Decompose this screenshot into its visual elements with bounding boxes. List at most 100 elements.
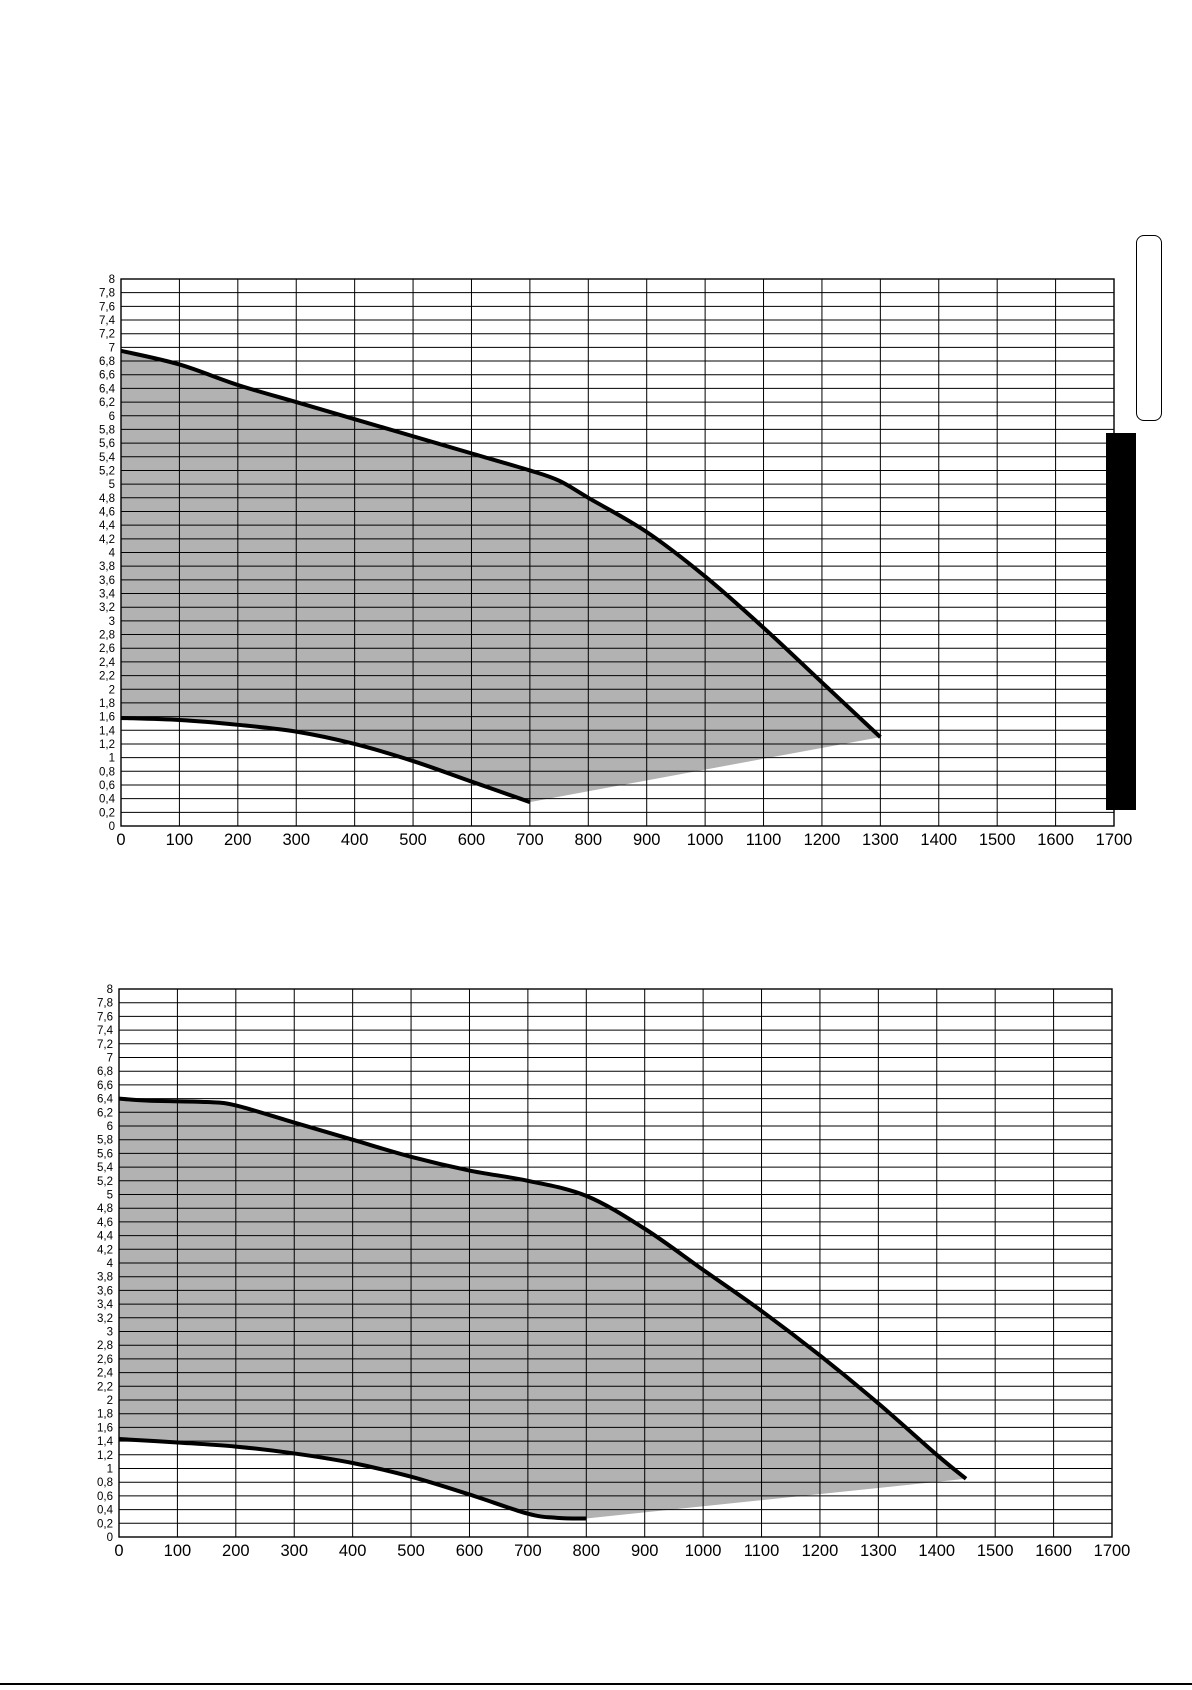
y-tick-label: 7,4 bbox=[99, 315, 116, 327]
y-tick-label: 5,6 bbox=[99, 438, 115, 450]
x-tick-label: 1100 bbox=[744, 1542, 779, 1560]
y-tick-label: 2 bbox=[109, 684, 115, 696]
y-tick-label: 4,2 bbox=[97, 1244, 113, 1256]
y-tick-label: 1,2 bbox=[99, 739, 115, 751]
y-tick-label: 7,4 bbox=[97, 1025, 114, 1037]
y-tick-label: 8 bbox=[107, 984, 113, 996]
y-tick-label: 0,8 bbox=[99, 766, 115, 778]
x-tick-label: 300 bbox=[280, 1542, 308, 1560]
y-tick-label: 6 bbox=[107, 1121, 113, 1133]
x-tick-label: 1600 bbox=[1035, 1542, 1072, 1560]
y-tick-label: 0,8 bbox=[97, 1477, 113, 1489]
y-tick-label: 5 bbox=[107, 1190, 113, 1202]
y-tick-label: 6,4 bbox=[97, 1094, 114, 1106]
x-tick-label: 0 bbox=[116, 831, 125, 849]
operating-area bbox=[119, 1098, 966, 1519]
y-tick-label: 1,2 bbox=[97, 1450, 113, 1462]
y-tick-label: 0,4 bbox=[99, 794, 116, 806]
y-tick-label: 7,8 bbox=[99, 288, 115, 300]
y-tick-label: 2,2 bbox=[97, 1381, 113, 1393]
x-tick-label: 700 bbox=[516, 831, 544, 849]
x-tick-label: 700 bbox=[514, 1542, 542, 1560]
side-tab-outline bbox=[1136, 235, 1162, 421]
x-tick-label: 1700 bbox=[1094, 1542, 1131, 1560]
y-tick-label: 6,2 bbox=[99, 397, 115, 409]
upper-curve bbox=[118, 1096, 968, 1481]
x-tick-label: 1300 bbox=[862, 831, 899, 849]
y-tick-label: 6,8 bbox=[99, 356, 115, 368]
y-tick-label: 5,2 bbox=[99, 465, 115, 477]
y-tick-label: 4 bbox=[109, 548, 116, 560]
operating-area bbox=[121, 350, 881, 803]
lower-curve bbox=[118, 1437, 587, 1521]
y-tick-label: 4 bbox=[107, 1258, 114, 1270]
y-tick-label: 0,2 bbox=[97, 1518, 113, 1530]
y-tick-label: 4,6 bbox=[97, 1217, 113, 1229]
y-tick-label: 0,4 bbox=[97, 1505, 114, 1517]
x-tick-label: 200 bbox=[222, 1542, 250, 1560]
y-tick-label: 7,8 bbox=[97, 998, 113, 1010]
x-tick-label: 100 bbox=[166, 831, 194, 849]
y-tick-label: 2,8 bbox=[97, 1340, 113, 1352]
y-tick-label: 5,4 bbox=[99, 452, 116, 464]
y-tick-label: 5,8 bbox=[97, 1135, 113, 1147]
y-tick-label: 5 bbox=[109, 479, 115, 491]
y-tick-label: 6,4 bbox=[99, 383, 116, 395]
x-tick-label: 400 bbox=[339, 1542, 367, 1560]
y-tick-label: 4,6 bbox=[99, 506, 115, 518]
y-tick-label: 7,6 bbox=[99, 301, 115, 313]
y-tick-label: 3,2 bbox=[99, 602, 115, 614]
x-tick-label: 1300 bbox=[860, 1542, 897, 1560]
x-tick-label: 1400 bbox=[918, 1542, 955, 1560]
y-tick-label: 7 bbox=[109, 342, 115, 354]
y-tick-label: 2,6 bbox=[97, 1354, 113, 1366]
y-tick-label: 2,4 bbox=[97, 1368, 114, 1380]
y-tick-label: 3,4 bbox=[99, 589, 116, 601]
y-tick-label: 3,8 bbox=[97, 1272, 113, 1284]
y-tick-label: 5,8 bbox=[99, 424, 115, 436]
x-tick-label: 900 bbox=[631, 1542, 659, 1560]
y-tick-label: 7,2 bbox=[99, 329, 115, 341]
chart-top: 00,20,40,60,811,21,41,61,822,22,42,62,83… bbox=[99, 274, 1132, 849]
y-tick-label: 6,6 bbox=[97, 1080, 113, 1092]
y-tick-label: 2,4 bbox=[99, 657, 116, 669]
y-tick-label: 4,4 bbox=[99, 520, 116, 532]
y-tick-label: 3,8 bbox=[99, 561, 115, 573]
x-tick-label: 500 bbox=[397, 1542, 425, 1560]
side-black-bar bbox=[1106, 433, 1136, 810]
x-tick-label: 1600 bbox=[1037, 831, 1074, 849]
y-tick-label: 2,8 bbox=[99, 630, 115, 642]
x-tick-label: 900 bbox=[633, 831, 661, 849]
x-tick-label: 800 bbox=[573, 1542, 601, 1560]
y-tick-label: 0,6 bbox=[99, 780, 115, 792]
x-tick-label: 1500 bbox=[979, 831, 1016, 849]
y-tick-label: 6,8 bbox=[97, 1066, 113, 1078]
chart-bottom: 00,20,40,60,811,21,41,61,822,22,42,62,83… bbox=[97, 984, 1130, 1560]
x-tick-label: 100 bbox=[164, 1542, 192, 1560]
y-tick-label: 5,4 bbox=[97, 1162, 114, 1174]
x-tick-label: 1100 bbox=[746, 831, 781, 849]
y-tick-label: 1,6 bbox=[99, 712, 115, 724]
y-tick-label: 1,8 bbox=[97, 1409, 113, 1421]
x-tick-label: 1200 bbox=[802, 1542, 839, 1560]
y-tick-label: 3,6 bbox=[99, 575, 115, 587]
y-tick-label: 7,2 bbox=[97, 1039, 113, 1051]
y-tick-label: 5,6 bbox=[97, 1148, 113, 1160]
y-tick-label: 5,2 bbox=[97, 1176, 113, 1188]
y-tick-label: 4,8 bbox=[97, 1203, 113, 1215]
x-tick-label: 0 bbox=[114, 1542, 123, 1560]
y-tick-label: 7,6 bbox=[97, 1011, 113, 1023]
y-tick-label: 0,6 bbox=[97, 1491, 113, 1503]
x-tick-label: 500 bbox=[399, 831, 427, 849]
x-tick-label: 800 bbox=[575, 831, 603, 849]
y-tick-label: 4,8 bbox=[99, 493, 115, 505]
y-tick-label: 2,6 bbox=[99, 643, 115, 655]
y-tick-label: 6,2 bbox=[97, 1107, 113, 1119]
bottom-rule bbox=[0, 1683, 1192, 1685]
y-tick-label: 1,6 bbox=[97, 1422, 113, 1434]
x-tick-label: 1200 bbox=[804, 831, 841, 849]
y-tick-label: 2 bbox=[107, 1395, 113, 1407]
lower-curve bbox=[120, 715, 531, 804]
